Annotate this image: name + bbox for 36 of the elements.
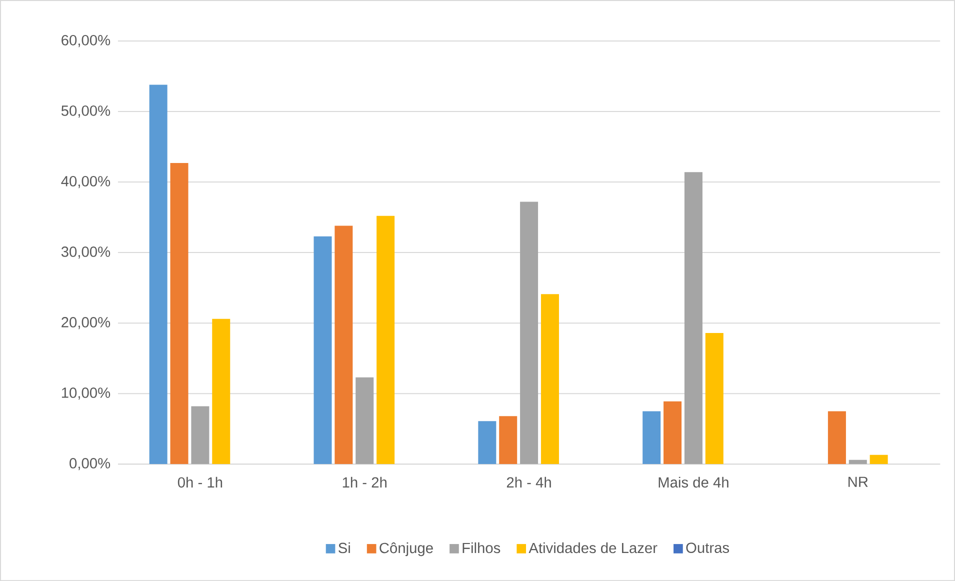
bar (642, 411, 661, 464)
bar (520, 202, 538, 464)
bar (684, 172, 702, 464)
y-tick-label: 0,00% (70, 458, 110, 470)
bar (478, 421, 496, 464)
bar (334, 226, 353, 464)
bar (828, 411, 846, 464)
legend-label: Outras (686, 542, 730, 553)
legend-label: Si (338, 542, 350, 554)
bar (170, 162, 188, 464)
bar (870, 454, 888, 464)
y-tick-label: 40,00% (61, 176, 110, 188)
y-tick-label: 30,00% (61, 246, 110, 259)
x-tick-label: 2h - 4h (506, 476, 551, 488)
y-tick-label: 50,00% (61, 105, 110, 118)
x-tick-label: 1h - 2h (342, 476, 386, 488)
x-tick-label: NR (848, 476, 868, 487)
legend-label: Cônjuge (380, 542, 433, 556)
legend-label: Atividades de Lazer (528, 542, 658, 554)
y-tick-label: 60,00% (62, 34, 110, 48)
bar (540, 294, 559, 464)
bar (376, 216, 395, 464)
bar (499, 416, 518, 464)
y-tick-label: 10,00% (62, 388, 110, 400)
x-tick-label: 0h - 1h (178, 476, 222, 488)
bar (848, 460, 867, 464)
bar (356, 377, 374, 464)
y-tick-label: 20,00% (62, 317, 110, 330)
bar (664, 401, 682, 464)
bar (212, 318, 230, 464)
bar (149, 84, 168, 464)
bar (191, 406, 210, 464)
bar (314, 236, 332, 464)
legend-label: Filhos (462, 542, 500, 554)
x-tick-label: Mais de 4h (658, 476, 728, 488)
bar (705, 332, 724, 464)
